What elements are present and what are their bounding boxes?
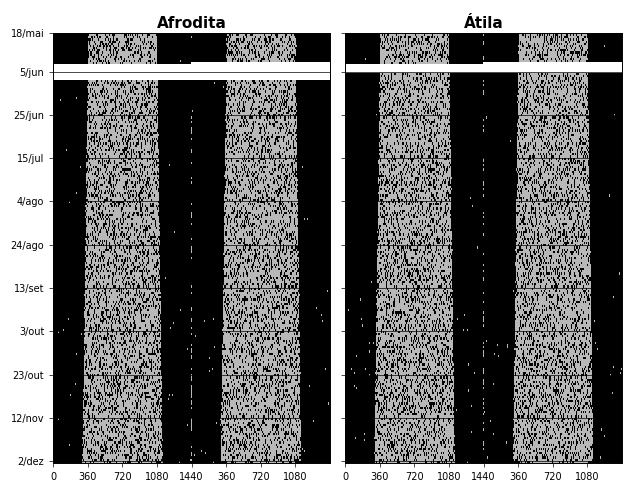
Title: Átila: Átila <box>463 17 504 32</box>
Title: Afrodita: Afrodita <box>156 17 227 32</box>
Bar <box>380 33 449 463</box>
Bar <box>88 33 157 463</box>
Bar <box>226 33 295 463</box>
Bar <box>53 65 330 80</box>
Bar <box>345 65 622 74</box>
Bar <box>518 33 587 463</box>
